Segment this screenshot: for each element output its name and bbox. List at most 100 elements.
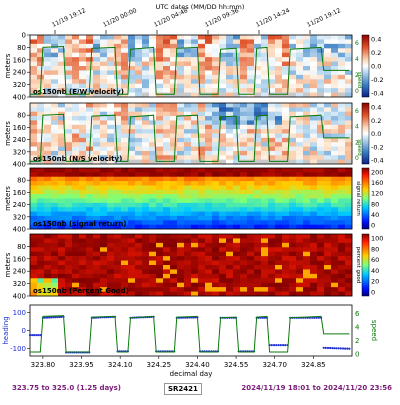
heatmap-cell bbox=[44, 43, 52, 49]
heatmap-cell bbox=[338, 269, 346, 275]
heatmap-cell bbox=[156, 70, 164, 76]
heatmap-cell bbox=[219, 74, 227, 80]
heatmap-cell bbox=[226, 155, 234, 160]
heatmap-cell bbox=[72, 291, 80, 297]
heatmap-cell bbox=[93, 251, 101, 257]
heatmap-cell bbox=[324, 48, 332, 54]
heatmap-cell bbox=[142, 202, 150, 208]
heatmap-cell bbox=[30, 287, 38, 292]
heatmap-cell bbox=[282, 57, 290, 62]
heatmap-cell bbox=[100, 242, 108, 248]
heatmap-cell bbox=[226, 137, 234, 143]
heatmap-cell bbox=[331, 133, 339, 139]
heatmap-cell bbox=[142, 48, 150, 54]
heatmap-cell bbox=[261, 155, 269, 160]
heading-point bbox=[50, 316, 53, 319]
heatmap-cell bbox=[261, 242, 269, 248]
heatmap-cell bbox=[142, 142, 150, 147]
panel-frame bbox=[29, 233, 353, 297]
heatmap-cell bbox=[149, 202, 157, 208]
heatmap-cell bbox=[107, 269, 115, 275]
heatmap-cell bbox=[163, 211, 171, 217]
y-axis-label: meters bbox=[4, 252, 12, 277]
heatmap-cell bbox=[205, 43, 213, 49]
heatmap-cell bbox=[177, 256, 185, 261]
heatmap-cell bbox=[338, 202, 346, 208]
heatmap-cell bbox=[296, 57, 304, 62]
heatmap-cell bbox=[324, 79, 332, 85]
heatmap-cell bbox=[317, 211, 325, 217]
colorbar-tick-label: 0.4 bbox=[371, 104, 381, 112]
heatmap-cell bbox=[149, 269, 157, 275]
heatmap-cell bbox=[58, 215, 66, 221]
heatmap-cell bbox=[128, 146, 136, 152]
heatmap-cell bbox=[79, 155, 87, 160]
heatmap-cell bbox=[163, 57, 171, 62]
heatmap-cell bbox=[240, 39, 248, 45]
heatmap-cell bbox=[289, 129, 297, 134]
heatmap-cell bbox=[331, 70, 339, 76]
heatmap-cell bbox=[268, 74, 276, 80]
heatmap-cell bbox=[268, 291, 276, 297]
heatmap-cell bbox=[184, 52, 192, 58]
heatmap-cell bbox=[72, 124, 80, 130]
heatmap-cell bbox=[135, 215, 143, 221]
heatmap-cell bbox=[114, 79, 122, 85]
heatmap-cell bbox=[65, 35, 73, 40]
heatmap-cell bbox=[191, 88, 199, 93]
heatmap-cell bbox=[247, 159, 255, 165]
heatmap-cell bbox=[170, 238, 178, 244]
heatmap-cell bbox=[240, 256, 248, 261]
heatmap-cell bbox=[303, 133, 311, 139]
heatmap-cell bbox=[268, 287, 276, 292]
heatmap-cell bbox=[247, 181, 255, 186]
heatmap-cell bbox=[128, 92, 136, 98]
heatmap-cell bbox=[219, 103, 227, 108]
heatmap-cell bbox=[345, 269, 353, 275]
heatmap-cell bbox=[310, 61, 318, 67]
heatmap-cell bbox=[268, 137, 276, 143]
heatmap-cell bbox=[79, 260, 87, 266]
heatmap-cell bbox=[247, 92, 255, 98]
heatmap-cell bbox=[226, 61, 234, 67]
heatmap-cell bbox=[128, 133, 136, 139]
heatmap-cell bbox=[121, 211, 129, 217]
heatmap-cell bbox=[184, 269, 192, 275]
heatmap-cell bbox=[254, 48, 262, 54]
heatmap-cell bbox=[163, 159, 171, 165]
heatmap-cell bbox=[100, 35, 108, 40]
heatmap-cell bbox=[44, 202, 52, 208]
heatmap-cell bbox=[233, 111, 241, 117]
heatmap-cell bbox=[114, 172, 122, 178]
heatmap-cell bbox=[324, 251, 332, 257]
heatmap-cell bbox=[30, 39, 38, 45]
heatmap-cell bbox=[72, 103, 80, 108]
heatmap-cell bbox=[156, 291, 164, 297]
heatmap-cell bbox=[191, 176, 199, 182]
heatmap-cell bbox=[30, 220, 38, 225]
heatmap-cell bbox=[226, 185, 234, 191]
heading-point bbox=[317, 316, 320, 319]
heatmap-cell bbox=[219, 120, 227, 126]
heatmap-cell bbox=[247, 83, 255, 89]
heatmap-cell bbox=[121, 194, 129, 199]
heatmap-cell bbox=[65, 278, 73, 284]
heatmap-cell bbox=[135, 287, 143, 292]
heatmap-cell bbox=[338, 124, 346, 130]
colorbar-tick-label: 200 bbox=[371, 169, 383, 177]
heatmap-cell bbox=[128, 39, 136, 45]
heatmap-cell bbox=[254, 238, 262, 244]
heatmap-cell bbox=[338, 107, 346, 113]
heatmap-cell bbox=[93, 181, 101, 186]
heatmap-cell bbox=[149, 282, 157, 288]
heatmap-cell bbox=[107, 103, 115, 108]
heatmap-cell bbox=[275, 111, 283, 117]
heatmap-cell bbox=[289, 224, 297, 230]
heatmap-cell bbox=[317, 83, 325, 89]
heatmap-cell bbox=[184, 260, 192, 266]
heatmap-cell bbox=[226, 168, 234, 173]
heatmap-cell bbox=[170, 52, 178, 58]
heatmap-cell bbox=[303, 124, 311, 130]
heatmap-cell bbox=[212, 234, 220, 239]
heatmap-cell bbox=[107, 107, 115, 113]
